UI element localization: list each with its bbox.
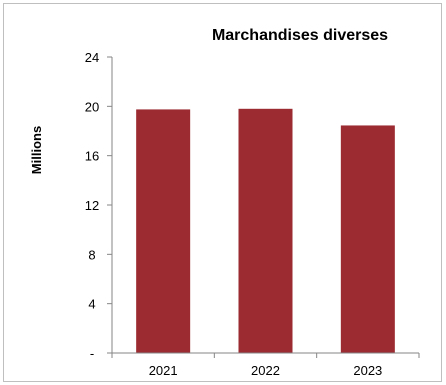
bar-2023 — [340, 125, 395, 353]
x-tick-label-2022: 2022 — [251, 363, 280, 378]
chart-title: Marchandises diverses — [212, 27, 388, 44]
bar-2021 — [136, 109, 191, 354]
y-tick-label: 4 — [88, 297, 95, 312]
y-tick-label: - — [90, 346, 94, 361]
y-tick-label: 20 — [85, 99, 99, 114]
bar-2022 — [238, 108, 293, 353]
y-tick-label: 24 — [85, 50, 99, 65]
bars-layer — [136, 108, 395, 354]
tick-labels-layer: - 4 8 12 16 20 24 2021 2022 2023 — [85, 50, 383, 378]
y-tick-label: 8 — [88, 247, 95, 262]
y-axis-label: Millions — [29, 126, 44, 174]
y-tick-label: 16 — [85, 149, 99, 164]
axes-layer — [107, 56, 420, 358]
x-tick-label-2023: 2023 — [353, 363, 382, 378]
x-tick-label-2021: 2021 — [149, 363, 178, 378]
y-tick-label: 12 — [85, 198, 99, 213]
